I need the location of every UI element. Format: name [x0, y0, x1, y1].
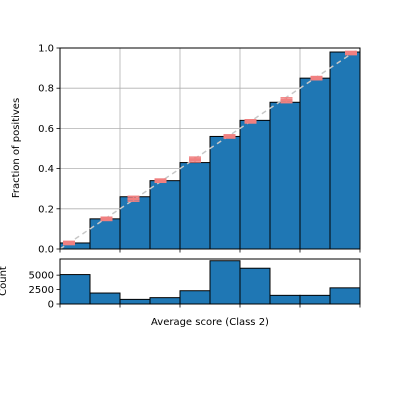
error-marker: [280, 97, 293, 104]
error-marker: [154, 178, 167, 184]
calibration-bar: [119, 196, 151, 250]
y-tick-label: 0.2: [38, 204, 54, 215]
y-tick-label: 1.0: [38, 44, 54, 55]
histogram-x-ticks: [59, 304, 361, 308]
calibration-error-markers: [63, 50, 357, 246]
histogram-bar: [119, 298, 151, 305]
calibration-axes-frame: [59, 47, 361, 250]
error-marker: [189, 156, 201, 163]
calibration-panel: 0.0 0.2 0.4 0.6 0.8 1.0 Fraction of positives: [11, 44, 361, 256]
histogram-panel: 0 2500 5000 Count Average score (Class 2): [0, 258, 361, 328]
y-tick-label: 0: [48, 300, 54, 311]
calibration-x-ticks: [59, 249, 361, 253]
y-tick-label: 2500: [29, 285, 54, 296]
y-tick-label: 0.4: [38, 164, 54, 175]
histogram-bar: [269, 294, 301, 305]
calibration-bar: [179, 162, 211, 250]
error-marker: [244, 119, 257, 124]
x-axis-label: Average score (Class 2): [151, 317, 269, 328]
perfect-calibration-line: [59, 47, 361, 250]
error-marker: [63, 240, 75, 246]
calibration-y-ticks: 0.0 0.2 0.4 0.6 0.8 1.0: [38, 44, 60, 256]
histogram-bar: [299, 294, 331, 305]
calibration-bar: [299, 77, 331, 250]
histogram-bar: [239, 267, 271, 305]
calibration-bar: [89, 218, 121, 250]
y-axis-label-count: Count: [0, 266, 9, 296]
y-tick-label: 0.8: [38, 84, 54, 95]
error-marker: [310, 75, 323, 81]
calibration-bar: [209, 135, 241, 250]
y-tick-label: 5000: [29, 271, 54, 282]
calibration-bar: [149, 180, 181, 250]
calibration-bar: [269, 101, 301, 250]
calibration-bar: [329, 51, 361, 250]
histogram-axes-frame: [59, 258, 361, 305]
histogram-bar: [329, 287, 361, 305]
histogram-bar: [89, 292, 121, 305]
calibration-bar: [239, 119, 271, 250]
histogram-y-ticks: 0 2500 5000: [29, 271, 60, 311]
histogram-bar: [209, 260, 241, 305]
y-tick-label: 0.6: [38, 124, 54, 135]
histogram-bar: [59, 274, 91, 305]
y-tick-label: 0.0: [38, 245, 54, 256]
histogram-bar: [149, 297, 181, 305]
y-axis-label-fraction: Fraction of positives: [11, 98, 22, 198]
histogram-bar: [179, 290, 211, 305]
error-marker: [223, 134, 236, 139]
error-marker: [127, 195, 140, 202]
error-marker: [100, 216, 113, 222]
error-marker: [345, 50, 357, 56]
